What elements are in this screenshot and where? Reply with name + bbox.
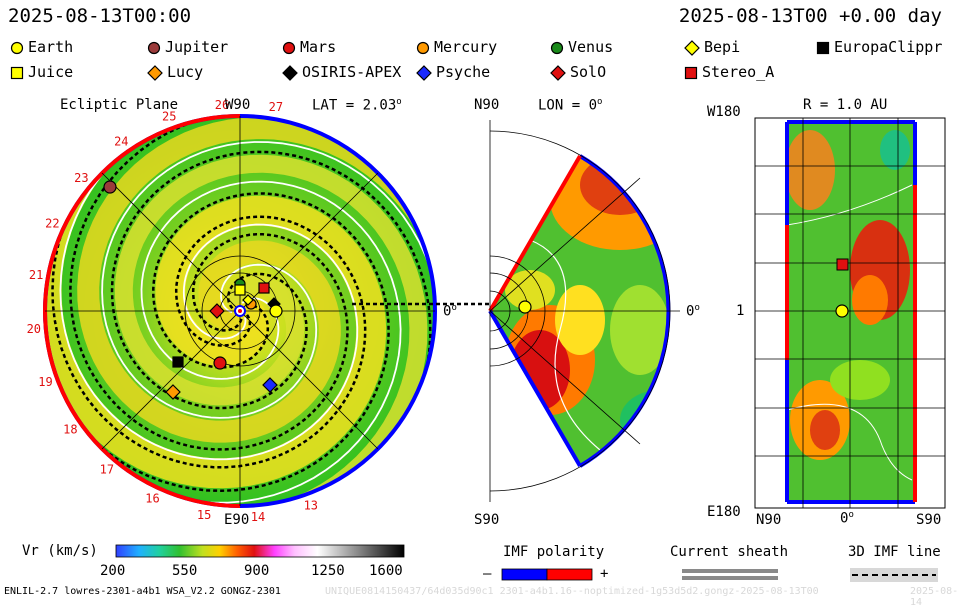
ecliptic-tick-label: 20 xyxy=(27,322,41,336)
europa-clipper-marker xyxy=(172,356,184,368)
ecliptic-tick-label: 13 xyxy=(304,499,318,513)
sphere-r-label: R = 1.0 AU xyxy=(803,97,888,113)
date-stamp: 2025-08-14 xyxy=(910,586,959,608)
legend-item-osiris-apex: OSIRIS-APEX xyxy=(282,63,401,81)
legend-label: Psyche xyxy=(436,63,491,81)
ecliptic-tick-label: 25 xyxy=(162,110,176,124)
imf-plus-swatch xyxy=(546,568,593,581)
run-id: UNIQUE0814150437/64d035d90c1 2301-a4b1.1… xyxy=(325,586,819,597)
stereo-a-marker xyxy=(258,282,270,294)
juice-marker xyxy=(234,284,246,296)
legend-item-mars: Mars xyxy=(282,38,336,56)
legend-label: Venus xyxy=(568,38,614,56)
vr-colorbar xyxy=(115,544,405,558)
sphere-panel xyxy=(754,117,946,509)
ecliptic-tick-label: 14 xyxy=(251,510,265,524)
earth-marker-meridional xyxy=(518,300,532,314)
legend-item-mercury: Mercury xyxy=(416,38,497,56)
meridional-grid xyxy=(489,120,680,502)
ecliptic-title: Ecliptic Plane xyxy=(60,97,179,113)
ecliptic-right-label: 0o xyxy=(443,303,457,320)
legend-label: Earth xyxy=(28,38,74,56)
legend-item-psyche: Psyche xyxy=(416,63,490,81)
ecliptic-tick-label: 18 xyxy=(63,423,77,437)
legend-item-venus: Venus xyxy=(550,38,613,56)
imf-polarity-title: IMF polarity xyxy=(503,544,605,560)
ecliptic-lat-label: LAT = 2.03o xyxy=(312,97,402,114)
legend-item-earth: Earth xyxy=(10,38,73,56)
legend-label: Bepi xyxy=(704,38,741,56)
imf3d-title: 3D IMF line xyxy=(848,544,941,560)
ecliptic-bottom-label: E90 xyxy=(224,512,250,528)
sphere-top-left-label: W180 xyxy=(707,104,741,120)
sphere-x-label-right: S90 xyxy=(916,512,942,528)
meridional-lon-label: LON = 0o xyxy=(538,97,603,114)
mars-marker xyxy=(213,356,227,370)
timestamp-left: 2025-08-13T00:00 xyxy=(8,5,192,27)
sphere-x-label-left: N90 xyxy=(756,512,782,528)
meridional-bottom-label: S90 xyxy=(474,512,500,528)
ecliptic-tick-label: 22 xyxy=(45,217,59,231)
legend-item-juice: Juice xyxy=(10,63,73,81)
psyche-marker xyxy=(262,377,278,393)
legend-label: SolO xyxy=(570,63,607,81)
legend-item-stereo-a: Stereo_A xyxy=(684,63,774,81)
earth-marker-sphere xyxy=(835,304,849,318)
legend-label: Lucy xyxy=(167,63,204,81)
sphere-bottom-left-label: E180 xyxy=(707,504,741,520)
imf-plus-label: + xyxy=(600,566,609,582)
timestamp-right: 2025-08-13T00 +0.00 day xyxy=(678,5,942,27)
stereo-a-marker-sphere xyxy=(836,258,849,271)
model-info: ENLIL-2.7 lowres-2301-a4b1 WSA_V2.2 GONG… xyxy=(4,586,281,597)
colorbar-title: Vr (km/s) xyxy=(22,543,98,559)
sun-core xyxy=(238,309,242,313)
ecliptic-top-label: W90 xyxy=(225,97,251,113)
legend-item-bepi: Bepi xyxy=(684,38,740,56)
ecliptic-tick-label: 19 xyxy=(38,375,52,389)
legend-item-lucy: Lucy xyxy=(147,63,203,81)
meridional-top-label: N90 xyxy=(474,97,500,113)
sphere-grid xyxy=(755,118,945,508)
legend-label: EuropaClippr xyxy=(834,38,943,56)
bepi-marker xyxy=(242,294,254,306)
legend-item-jupiter: Jupiter xyxy=(147,38,228,56)
ecliptic-tick-label: 24 xyxy=(114,134,128,148)
colorbar-tick-1600: 1600 xyxy=(369,563,403,579)
colorbar-tick-900: 900 xyxy=(244,563,270,579)
sphere-x-label-mid: 0o xyxy=(840,510,854,527)
sphere-mid-left-label: 1 xyxy=(736,303,745,319)
legend-label: Jupiter xyxy=(165,38,229,56)
legend-label: OSIRIS-APEX xyxy=(302,63,402,81)
ecliptic-tick-label: 17 xyxy=(100,463,114,477)
earth-marker xyxy=(269,304,283,318)
meridional-right-label: 0o xyxy=(686,303,700,320)
lucy-marker xyxy=(165,384,181,400)
legend-label: Stereo_A xyxy=(702,63,775,81)
legend-item-solo: SolO xyxy=(550,63,606,81)
legend-label: Juice xyxy=(28,63,74,81)
ecliptic-tick-label: 26 xyxy=(215,98,229,112)
colorbar-tick-200: 200 xyxy=(100,563,126,579)
meridional-panel xyxy=(488,120,680,502)
current-sheath-title: Current sheath xyxy=(670,544,789,560)
legend-label: Mars xyxy=(300,38,337,56)
jupiter-marker xyxy=(103,180,117,194)
ecliptic-tick-label: 23 xyxy=(74,171,88,185)
colorbar-tick-550: 550 xyxy=(172,563,198,579)
ecliptic-plane-panel: 13 14 15 16 17 18 19 20 21 22 23 24 25 26 27 xyxy=(27,98,490,524)
colorbar-tick-1250: 1250 xyxy=(311,563,345,579)
ecliptic-tick-label: 21 xyxy=(29,268,43,282)
ecliptic-tick-label: 15 xyxy=(197,508,211,522)
ecliptic-tick-label: 27 xyxy=(269,100,283,114)
solo-marker xyxy=(209,303,225,319)
imf-minus-label: – xyxy=(483,566,492,582)
ecliptic-tick-label: 16 xyxy=(145,492,159,506)
imf-minus-swatch xyxy=(501,568,548,581)
legend-item-europaclippr: EuropaClippr xyxy=(816,38,942,56)
legend-label: Mercury xyxy=(434,38,498,56)
